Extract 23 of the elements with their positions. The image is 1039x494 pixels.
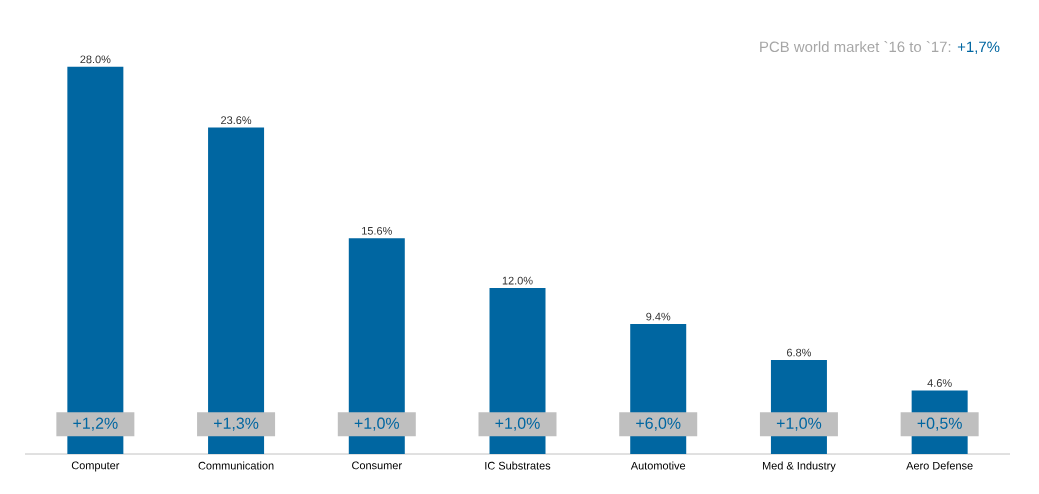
data-label: 28.0% bbox=[80, 55, 111, 64]
annotation: +6,0% bbox=[636, 417, 681, 431]
annotation: +1,0% bbox=[354, 417, 400, 431]
data-label: 9.4% bbox=[646, 312, 671, 321]
data-label: 12.0% bbox=[502, 276, 533, 285]
annotation: +0,5% bbox=[917, 417, 962, 431]
data-label: 15.6% bbox=[362, 226, 392, 235]
x-tick-label: Consumer bbox=[352, 461, 402, 470]
chart-title: PCB world market `16 to `17: bbox=[760, 40, 951, 53]
annotation: +1,2% bbox=[73, 417, 118, 431]
data-label: 23.6% bbox=[221, 116, 252, 125]
data-label: 6.8% bbox=[787, 348, 812, 357]
annotation: +1,0% bbox=[495, 417, 540, 431]
x-tick-label: Automotive bbox=[630, 461, 686, 470]
x-tick-label: Med & Industry bbox=[762, 461, 836, 472]
data-label: 4.6% bbox=[927, 379, 952, 387]
chart-subtitle: +1,7% bbox=[957, 41, 1000, 54]
annotation: +1,3% bbox=[214, 417, 259, 431]
x-tick-label: Aero Defense bbox=[906, 461, 973, 470]
x-tick-label: Communication bbox=[198, 461, 274, 470]
x-tick-label: IC Substrates bbox=[485, 461, 551, 470]
annotation: +1,0% bbox=[776, 417, 822, 431]
x-tick-label: Computer bbox=[71, 461, 120, 472]
